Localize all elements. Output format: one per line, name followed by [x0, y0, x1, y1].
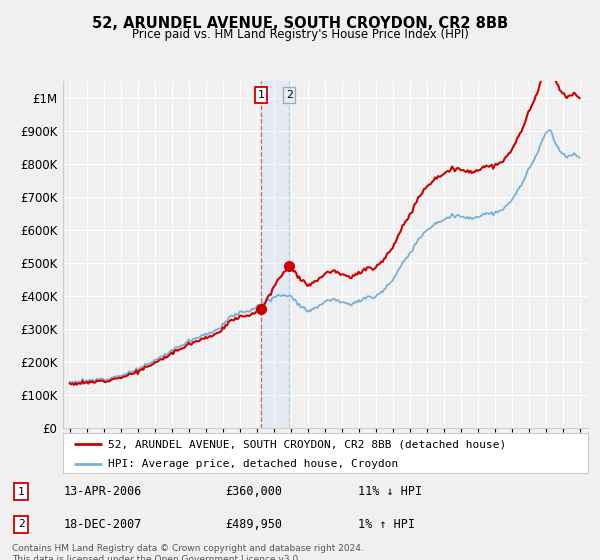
Text: 1% ↑ HPI: 1% ↑ HPI — [358, 518, 415, 531]
Text: 1: 1 — [18, 487, 25, 497]
Text: HPI: Average price, detached house, Croydon: HPI: Average price, detached house, Croy… — [107, 459, 398, 469]
Text: £360,000: £360,000 — [225, 485, 282, 498]
Text: Price paid vs. HM Land Registry's House Price Index (HPI): Price paid vs. HM Land Registry's House … — [131, 28, 469, 41]
Text: 1: 1 — [257, 90, 265, 100]
Text: £489,950: £489,950 — [225, 518, 282, 531]
Text: 52, ARUNDEL AVENUE, SOUTH CROYDON, CR2 8BB (detached house): 52, ARUNDEL AVENUE, SOUTH CROYDON, CR2 8… — [107, 439, 506, 449]
Text: 52, ARUNDEL AVENUE, SOUTH CROYDON, CR2 8BB: 52, ARUNDEL AVENUE, SOUTH CROYDON, CR2 8… — [92, 16, 508, 31]
Text: Contains HM Land Registry data © Crown copyright and database right 2024.
This d: Contains HM Land Registry data © Crown c… — [12, 544, 364, 560]
Text: 13-APR-2006: 13-APR-2006 — [64, 485, 142, 498]
Text: 11% ↓ HPI: 11% ↓ HPI — [358, 485, 422, 498]
Text: 18-DEC-2007: 18-DEC-2007 — [64, 518, 142, 531]
Text: 2: 2 — [18, 519, 25, 529]
Text: 2: 2 — [286, 90, 293, 100]
Bar — [261, 81, 289, 428]
